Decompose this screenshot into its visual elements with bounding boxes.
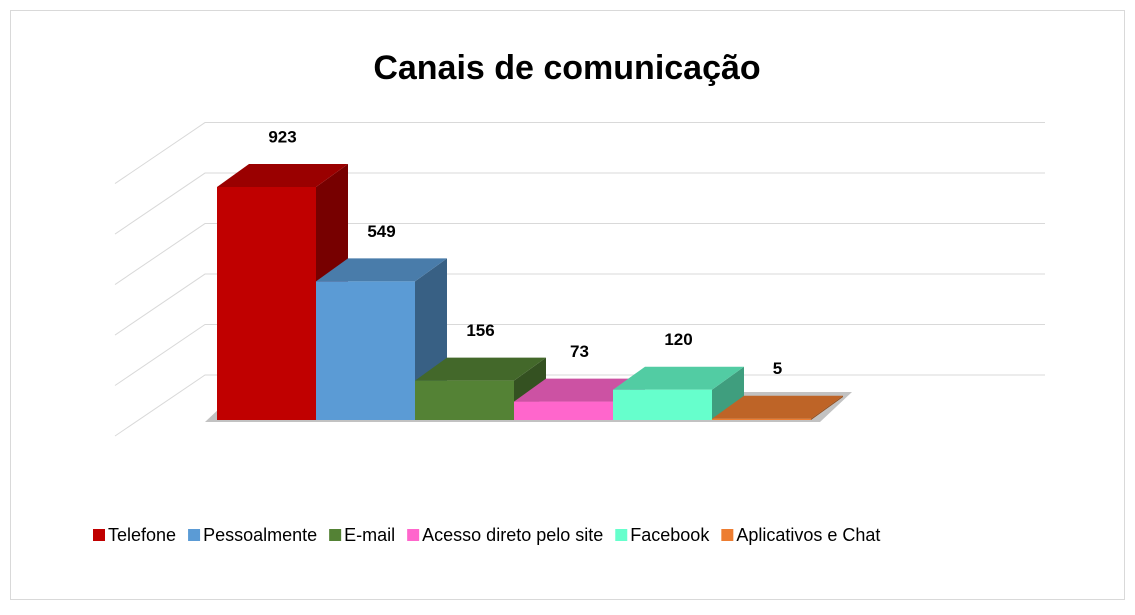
grid-line	[114, 374, 1045, 437]
bar-top	[613, 366, 744, 390]
chart-border	[10, 10, 1125, 600]
legend-swatch	[188, 529, 201, 541]
grid-line	[114, 122, 1045, 184]
legend-label: E-mail	[344, 525, 395, 545]
data-label: 156	[466, 321, 494, 340]
legend-swatch	[329, 529, 342, 541]
bar-top	[415, 357, 546, 381]
data-label: 120	[664, 330, 692, 349]
legend-swatch	[93, 529, 105, 541]
legend-swatch	[615, 529, 628, 541]
bar	[712, 418, 811, 420]
bar	[217, 187, 316, 420]
grid-line	[114, 172, 1045, 235]
bar	[415, 380, 514, 420]
bar-top	[217, 164, 348, 187]
legend-swatch	[721, 529, 734, 541]
data-label: 549	[367, 222, 395, 241]
legend-swatch	[407, 529, 420, 541]
data-label: 923	[268, 127, 296, 146]
bar-side	[712, 366, 744, 420]
grid-line	[114, 223, 1045, 285]
data-label: 73	[570, 342, 589, 361]
bar-top	[514, 378, 645, 402]
legend-label: Acesso direto pelo site	[422, 525, 603, 545]
bar	[514, 401, 613, 420]
legend-label: Pessoalmente	[203, 525, 317, 545]
legend-label: Aplicativos e Chat	[736, 525, 880, 545]
legend-label: Telefone	[108, 525, 176, 545]
grid-line	[114, 324, 1045, 386]
bar-side	[811, 395, 843, 420]
grid-line	[114, 273, 1045, 336]
legend-label: Facebook	[630, 525, 710, 545]
chart-title: Canais de comunicação	[373, 49, 760, 87]
bar-top	[316, 258, 447, 282]
bar-top	[712, 395, 843, 419]
bar	[613, 389, 712, 420]
data-label: 5	[773, 359, 782, 378]
bar	[316, 281, 415, 420]
